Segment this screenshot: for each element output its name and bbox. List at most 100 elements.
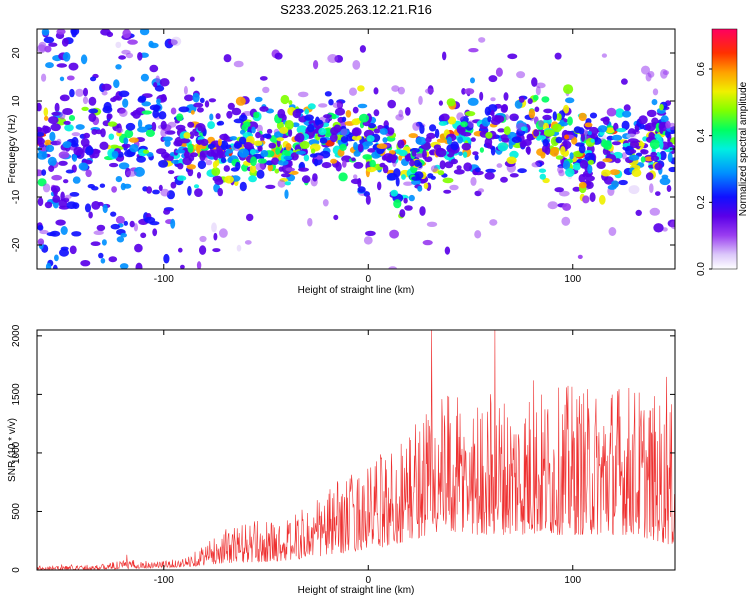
spectrogram-blob bbox=[127, 39, 138, 45]
spectrogram-blob bbox=[257, 145, 263, 152]
spectrogram-blob bbox=[490, 97, 496, 102]
spectrogram-blob bbox=[425, 136, 432, 143]
spectrogram-blob bbox=[615, 108, 625, 118]
spectrogram-blob bbox=[296, 125, 308, 134]
spectrogram-blob bbox=[666, 185, 672, 192]
spectrogram-blob bbox=[133, 166, 145, 177]
spectrogram-blob bbox=[45, 144, 55, 153]
snr-y-ticks: 0 500 1000 1500 2000 bbox=[11, 324, 675, 573]
spectrogram-blob bbox=[520, 126, 527, 131]
spectrogram-blob bbox=[650, 155, 660, 162]
spectrogram-blob bbox=[44, 139, 52, 146]
spectrogram-blob bbox=[434, 128, 440, 139]
spectrogram-blob bbox=[288, 100, 293, 105]
snr-x-ticks: -100 0 100 bbox=[154, 330, 582, 586]
spectrogram-blob bbox=[152, 109, 160, 119]
spectrogram-blob bbox=[379, 128, 388, 135]
spectrogram-blob bbox=[339, 143, 347, 151]
spectrogram-blob bbox=[365, 194, 371, 205]
spectrogram-blob bbox=[310, 148, 316, 154]
spectrogram-blob bbox=[100, 128, 106, 138]
spectrogram-blob bbox=[550, 147, 559, 157]
spectrogram-blob bbox=[543, 108, 553, 114]
spectrogram-blob bbox=[257, 158, 267, 164]
spectrogram-blob bbox=[659, 150, 667, 161]
spectrogram-blob bbox=[558, 169, 565, 177]
spectrogram-blob bbox=[460, 121, 468, 128]
spectrogram-blob bbox=[299, 141, 310, 149]
spectrogram-blob bbox=[470, 137, 476, 142]
spectrogram-blob bbox=[211, 222, 217, 233]
spectrogram-blob bbox=[44, 201, 53, 209]
spectrogram-blob bbox=[180, 264, 185, 269]
spectrogram-blob bbox=[49, 131, 56, 142]
spectrogram-blob bbox=[489, 2, 493, 8]
spectrogram-blob bbox=[377, 181, 382, 191]
spectrogram-blob bbox=[393, 199, 402, 209]
snr-y-tick-label: 1000 bbox=[11, 441, 22, 464]
spectrogram-blob bbox=[565, 97, 575, 104]
colorbar: 0.0 0.2 0.4 0.6 Normalized spectral amplitu… bbox=[696, 28, 749, 276]
spectrogram-blob bbox=[417, 185, 423, 192]
spectrogram-blob bbox=[175, 149, 186, 154]
spectrogram-blob bbox=[397, 86, 405, 95]
spectrogram-blob bbox=[626, 133, 637, 139]
spectrogram-blob bbox=[225, 148, 233, 154]
spectrogram-blob bbox=[88, 108, 99, 114]
snr-y-tick-label: 0 bbox=[11, 567, 22, 573]
spectrogram-blob bbox=[489, 219, 498, 226]
spectrogram-blob bbox=[318, 103, 328, 108]
spectrogram-blob bbox=[235, 96, 246, 106]
spectrogram-blob bbox=[222, 272, 228, 280]
spectrogram-blob bbox=[59, 248, 69, 257]
spectrogram-blob bbox=[538, 12, 547, 21]
spectrogram-blob bbox=[189, 76, 195, 82]
spectrogram-blob bbox=[199, 97, 205, 104]
spectrogram-blob bbox=[388, 266, 397, 269]
spectrogram-blob bbox=[277, 159, 289, 166]
spectrogram-blob bbox=[164, 139, 171, 147]
spectrogram-blob bbox=[389, 229, 399, 239]
spectrogram-blob bbox=[54, 102, 60, 113]
spectrogram-blob bbox=[638, 115, 648, 125]
spectrogram-blob bbox=[116, 236, 125, 243]
spectrogram-blob bbox=[340, 136, 349, 143]
spectrogram-blob bbox=[560, 146, 566, 156]
spectrogram-blob bbox=[290, 152, 299, 161]
spectrogram-blob bbox=[60, 246, 69, 251]
spectrogram-blob bbox=[640, 156, 646, 163]
spectrogram-blob bbox=[56, 63, 68, 68]
spectrogram-blob bbox=[171, 159, 181, 164]
spectrogram-blob bbox=[353, 174, 358, 179]
spectrogram-blob bbox=[541, 96, 550, 103]
spectrogram-blob bbox=[433, 144, 442, 150]
spectrogram-blob bbox=[659, 177, 671, 186]
spectrogram-blob bbox=[436, 138, 447, 143]
spectrogram-blob bbox=[654, 162, 663, 171]
spectrogram-blob bbox=[473, 170, 484, 176]
spectrogram-blob bbox=[156, 148, 167, 155]
spectrogram-blob bbox=[605, 127, 615, 134]
spectrogram-blob bbox=[160, 188, 170, 197]
spectrogram-blob bbox=[184, 94, 194, 102]
spectrogram-blob bbox=[611, 141, 621, 146]
snr-x-tick-label: -100 bbox=[154, 575, 174, 586]
spectrogram-blob bbox=[189, 131, 195, 140]
snr-plot-area bbox=[37, 330, 675, 570]
spectrogram-blob bbox=[48, 116, 59, 125]
spectrogram-blob bbox=[235, 161, 241, 171]
spectrogram-blob bbox=[275, 147, 281, 155]
spectrogram-blob bbox=[578, 112, 587, 122]
spectrogram-blob bbox=[80, 138, 90, 147]
spectrogram-blob bbox=[418, 95, 423, 105]
spectrogram-blob bbox=[109, 162, 119, 168]
spectrogram-blob bbox=[373, 87, 379, 95]
spectrogram-blob bbox=[596, 161, 606, 170]
spectrogram-blob bbox=[44, 115, 49, 121]
spectrogram-blob bbox=[190, 110, 195, 115]
spectrogram-blob bbox=[277, 179, 286, 188]
spectrogram-blob bbox=[298, 167, 309, 172]
spectrogram-blob bbox=[162, 136, 173, 142]
spectrogram-blob bbox=[387, 99, 397, 109]
spectrogram-blob bbox=[665, 120, 671, 129]
